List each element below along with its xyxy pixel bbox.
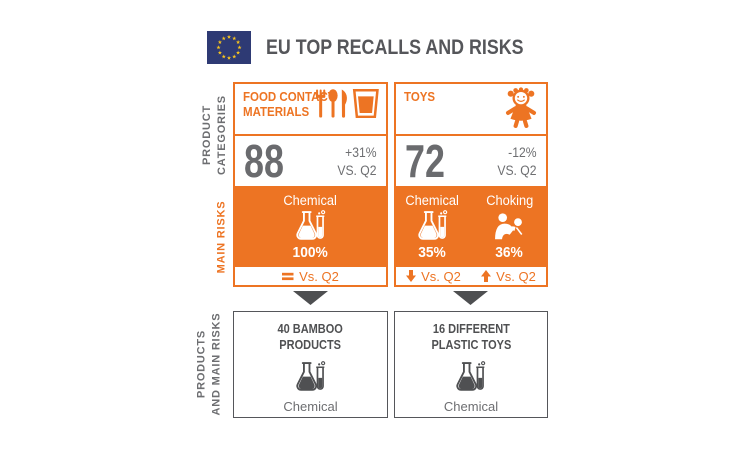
result-title-line: 16 DIFFERENT <box>432 322 510 336</box>
cutlery-icon <box>316 89 379 118</box>
category-header: FOOD CONTACT MATERIALS <box>235 84 386 134</box>
change-value: +31% <box>345 145 377 160</box>
category-top-box: TOYS <box>394 82 548 188</box>
risk-percent: 35% <box>418 244 447 261</box>
category-name-line: TOYS <box>404 90 436 104</box>
trend-equal: Vs. Q2 <box>235 269 386 284</box>
category-card-food-contact-materials: FOOD CONTACT MATERIALS 8 <box>233 82 388 287</box>
flask-icon <box>295 210 325 240</box>
label-line: MAIN RISKS <box>215 200 228 274</box>
card-divider <box>235 134 386 136</box>
recall-count: 88 <box>244 135 284 187</box>
risk-name: Chemical <box>283 193 338 208</box>
risk-name: Choking <box>485 193 534 208</box>
recall-change: +31% VS. Q2 <box>338 144 377 179</box>
eu-flag-icon <box>207 31 251 64</box>
flask-icon <box>456 361 486 392</box>
result-title-line: PLASTIC TOYS <box>431 337 511 352</box>
category-card-toys: TOYS <box>394 82 548 287</box>
change-reference: VS. Q2 <box>337 162 377 178</box>
recall-change: -12% VS. Q2 <box>498 144 537 179</box>
category-name: FOOD CONTACT MATERIALS <box>243 90 335 121</box>
trend-up: Vs. Q2 <box>471 269 546 284</box>
recall-count: 72 <box>405 135 445 187</box>
result-title-line: PRODUCTS <box>279 337 342 352</box>
flask-icon <box>295 361 325 392</box>
result-box-toys: 16 DIFFERENT PLASTIC TOYS Chemical <box>394 311 548 418</box>
equal-icon <box>282 272 294 280</box>
page-title: EU TOP RECALLS AND RISKS <box>266 36 524 59</box>
change-value: -12% <box>508 145 537 160</box>
section-label-products-and-main-risks: PRODUCTS AND MAIN RISKS <box>195 311 225 418</box>
risk-name: Chemical <box>405 193 460 208</box>
recall-count-row: 72 -12% VS. Q2 <box>396 136 546 186</box>
result-box-food-contact-materials: 40 BAMBOO PRODUCTS Chemical <box>233 311 388 418</box>
doll-icon <box>505 87 537 128</box>
vs-q2-strip: Vs. Q2 Vs. Q2 <box>394 265 548 287</box>
risk-percent: 36% <box>495 244 524 261</box>
result-title: 40 BAMBOO PRODUCTS <box>278 322 343 353</box>
category-name-line: FOOD CONTACT <box>243 90 335 104</box>
risk-chemical: Chemical 35% <box>394 188 471 265</box>
risk-percent: 100% <box>292 244 329 261</box>
risk-chemical: Chemical 100% <box>233 188 388 265</box>
category-name-line: MATERIALS <box>243 105 310 120</box>
trend-label: Vs. Q2 <box>421 268 461 284</box>
label-line: CATEGORIES <box>215 95 228 175</box>
main-risks-block: Chemical 35% Choking <box>394 188 548 265</box>
section-label-main-risks: MAIN RISKS <box>215 188 229 287</box>
flow-arrow-down-icon <box>453 291 488 305</box>
choking-icon <box>494 213 522 240</box>
change-reference: VS. Q2 <box>497 162 537 178</box>
arrow-up-icon <box>481 270 492 282</box>
trend-label: Vs. Q2 <box>496 268 536 284</box>
result-title: 16 DIFFERENT PLASTIC TOYS <box>431 322 511 353</box>
category-top-box: FOOD CONTACT MATERIALS 8 <box>233 82 388 188</box>
section-label-product-categories: PRODUCT CATEGORIES <box>200 82 230 188</box>
category-header: TOYS <box>396 84 546 134</box>
flask-icon <box>417 210 447 240</box>
category-name: TOYS <box>404 90 435 105</box>
flow-arrow-down-icon <box>293 291 328 305</box>
label-line: PRODUCTS <box>195 329 208 399</box>
trend-down: Vs. Q2 <box>396 269 471 284</box>
main-risks-block: Chemical 100% <box>233 188 388 265</box>
arrow-down-icon <box>406 270 417 282</box>
result-risk-label: Chemical <box>443 399 499 415</box>
card-divider <box>396 134 546 136</box>
label-line: PRODUCT <box>201 105 213 165</box>
vs-q2-strip: Vs. Q2 <box>233 265 388 287</box>
label-line: AND MAIN RISKS <box>210 312 223 416</box>
risk-choking: Choking 36% <box>471 188 548 265</box>
trend-label: Vs. Q2 <box>299 268 339 284</box>
result-title-line: 40 BAMBOO <box>277 322 344 336</box>
recall-count-row: 88 +31% VS. Q2 <box>235 136 386 186</box>
result-risk-label: Chemical <box>283 399 338 415</box>
